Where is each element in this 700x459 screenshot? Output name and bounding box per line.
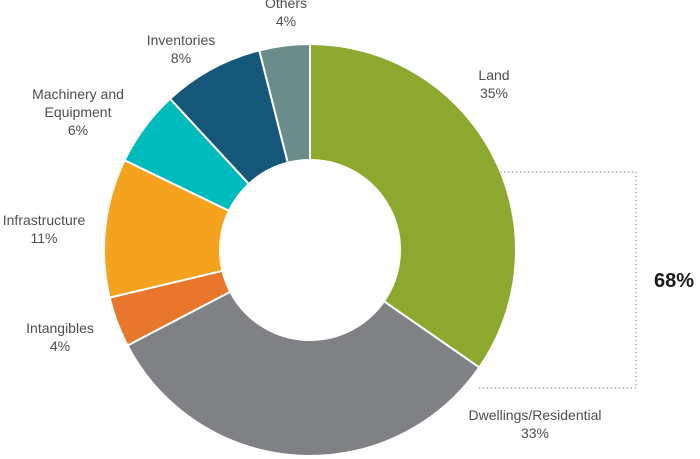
slice-label-dwellings-residential: Dwellings/Residential 33%: [468, 407, 601, 441]
slice-label-intangibles: Intangibles 4%: [26, 320, 94, 354]
slice-label-machinery-and-equipment: Machinery and Equipment 6%: [32, 86, 124, 138]
slice-label-inventories: Inventories 8%: [147, 32, 215, 66]
bracket-line: [478, 171, 637, 389]
donut-slices: [103, 42, 517, 457]
slice-land: [309, 42, 517, 369]
slice-labels: Land 35% Dwellings/Residential 33% Intangibl…: [3, 0, 602, 441]
slice-label-infrastructure: Infrastructure 11%: [3, 212, 86, 246]
slice-label-land: Land 35%: [478, 67, 509, 101]
slice-dwellings-residential: [126, 290, 481, 457]
total-bracket-annotation: 68%: [478, 171, 694, 389]
slice-others: [258, 42, 311, 164]
bracket-value-label: 68%: [654, 270, 694, 292]
slice-label-others: Others 4%: [265, 0, 307, 29]
